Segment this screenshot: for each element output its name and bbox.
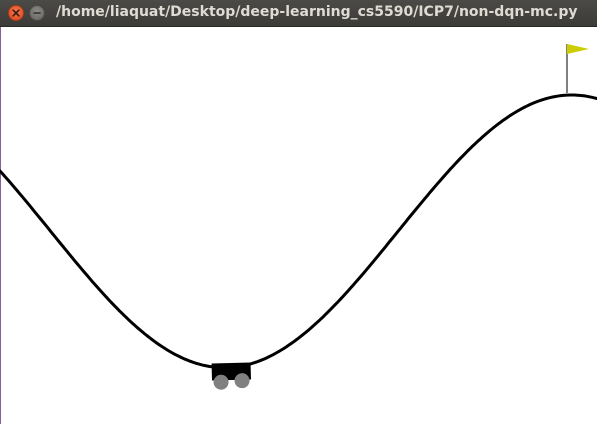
goal-flag xyxy=(566,44,589,93)
minimize-icon xyxy=(33,12,41,14)
mountain-track xyxy=(0,93,597,370)
car xyxy=(211,362,251,390)
car-wheel-right xyxy=(234,373,250,389)
title-bar[interactable]: /home/liaquat/Desktop/deep-learning_cs55… xyxy=(0,0,597,27)
close-button[interactable] xyxy=(8,5,24,21)
minimize-button[interactable] xyxy=(29,5,45,21)
window-left-border xyxy=(0,27,1,424)
window-title: /home/liaquat/Desktop/deep-learning_cs55… xyxy=(56,4,578,20)
game-canvas xyxy=(0,44,597,390)
flag-banner xyxy=(567,44,589,54)
car-wheel-left xyxy=(213,374,229,390)
close-icon xyxy=(12,9,20,17)
